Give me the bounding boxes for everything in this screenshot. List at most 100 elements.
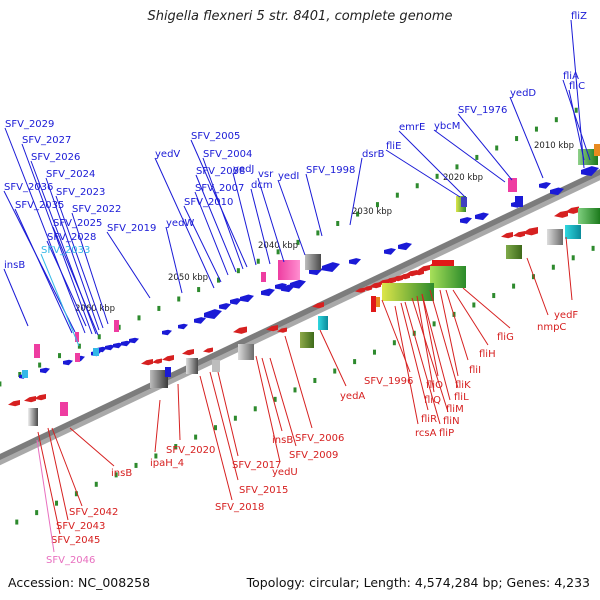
gene-label-top: SFV_2029 <box>5 119 54 130</box>
leader-line-bottom <box>411 297 449 413</box>
gene-box-bottom <box>565 225 581 239</box>
gene-box-bottom <box>430 266 466 288</box>
scale-tick <box>356 211 360 217</box>
scale-tick <box>114 472 118 478</box>
leader-line-top <box>46 240 87 327</box>
leader-line-top <box>570 19 585 169</box>
gene-label-top: insB <box>4 260 25 271</box>
leader-line-bottom <box>416 295 435 393</box>
gene-arrow-bottom <box>203 347 213 353</box>
gene-arrow-bottom <box>162 355 174 362</box>
scale-tick <box>395 192 399 198</box>
scale-tick <box>455 164 459 170</box>
leader-line-top <box>385 149 461 198</box>
gene-label-top: dcm <box>251 180 273 191</box>
gene-label-top: SFV_1976 <box>458 105 507 116</box>
scale-tick <box>194 434 198 440</box>
gene-arrow-bottom <box>565 206 579 214</box>
leader-line-top <box>71 212 109 325</box>
gene-arrow-bottom <box>233 326 247 334</box>
gene-label-bottom: fliK <box>455 380 471 391</box>
gene-box-bottom <box>300 332 314 348</box>
leader-line-bottom <box>400 302 429 411</box>
gene-arrow-bottom <box>554 210 568 218</box>
gene-label-top: yedW <box>166 218 194 229</box>
scale-tick <box>591 245 595 251</box>
leader-line-bottom <box>452 289 489 346</box>
scale-tick <box>415 183 419 189</box>
leader-line-top <box>45 177 100 331</box>
gene-arrow-top <box>475 212 489 221</box>
scale-tick <box>336 220 340 226</box>
gene-box-bottom <box>547 229 563 245</box>
gene-arrow-bottom <box>266 325 278 332</box>
gene-label-bottom: yedF <box>554 310 578 321</box>
leader-line-top <box>55 195 104 329</box>
leader-line-top <box>165 226 183 294</box>
gene-arrow-top <box>539 182 551 189</box>
scale-tick <box>236 268 240 274</box>
leader-line-top <box>183 205 222 283</box>
gene-arrow-top <box>398 242 412 251</box>
gene-label-bottom: ipaH_4 <box>150 458 184 469</box>
gene-arrow-top <box>194 317 206 324</box>
gene-arrow-top <box>129 337 139 344</box>
gene-arrow-bottom <box>513 231 525 238</box>
gene-label-bottom: yedU <box>272 467 298 478</box>
gene-label-bottom: SFV_2046 <box>46 555 95 566</box>
leader-line-top <box>202 157 244 270</box>
leader-line-bottom <box>177 383 181 441</box>
kbp-label: 2050 kbp <box>168 273 208 283</box>
scale-tick <box>432 321 436 327</box>
gene-label-top: SFV_2007 <box>195 183 244 194</box>
gene-arrow-top <box>230 298 242 305</box>
gene-box-bottom <box>186 358 198 374</box>
gene-box-bottom <box>28 408 38 426</box>
gene-box-top <box>278 260 300 280</box>
scale-tick <box>134 462 138 468</box>
kbp-label: 2060 kbp <box>75 304 115 314</box>
gene-box-bottom <box>578 208 600 224</box>
gene-box-bottom <box>60 402 68 416</box>
gene-label-bottom: fliH <box>479 349 496 360</box>
leader-line-top <box>349 157 363 226</box>
scale-tick <box>77 343 81 349</box>
leader-line-top <box>250 188 271 265</box>
gene-box-top <box>114 320 119 332</box>
scale-tick <box>534 126 538 132</box>
gene-arrow-top <box>113 342 123 349</box>
leader-line-top <box>562 79 591 161</box>
leader-line-top <box>3 268 29 327</box>
gene-label-bottom: fliR <box>421 414 437 425</box>
leader-line-bottom <box>209 371 239 481</box>
accession-label: Accession: NC_008258 <box>8 575 151 590</box>
gene-box-top <box>508 178 517 192</box>
gene-label-top: SFV_2005 <box>191 131 240 142</box>
scale-tick <box>551 264 555 270</box>
gene-arrow-top <box>349 258 361 265</box>
gene-box-top <box>515 196 523 207</box>
scale-tick <box>117 324 121 330</box>
scale-tick <box>177 296 181 302</box>
gene-label-top: yedI <box>278 171 299 182</box>
leader-line-top <box>195 174 237 273</box>
gene-box-bottom <box>212 360 220 372</box>
scale-tick <box>515 136 519 142</box>
leader-line-bottom <box>526 257 549 316</box>
leader-line-top <box>257 177 285 263</box>
leader-line-bottom <box>51 427 83 507</box>
leader-line-top <box>398 130 466 198</box>
scale-tick <box>0 381 2 387</box>
leader-line-top <box>40 253 80 347</box>
gene-label-top: dsrB <box>362 149 385 160</box>
scale-tick <box>316 230 320 236</box>
gene-label-bottom: SFV_2009 <box>289 450 338 461</box>
gene-label-top: fliZ <box>571 11 587 22</box>
leader-line-bottom <box>462 287 511 329</box>
scale-tick <box>475 154 479 160</box>
gene-label-bottom: SFV_1996 <box>364 376 413 387</box>
scale-tick <box>214 425 218 431</box>
scale-tick <box>157 305 161 311</box>
leader-line-bottom <box>429 289 459 389</box>
gene-label-top: SFV_1998 <box>306 165 355 176</box>
